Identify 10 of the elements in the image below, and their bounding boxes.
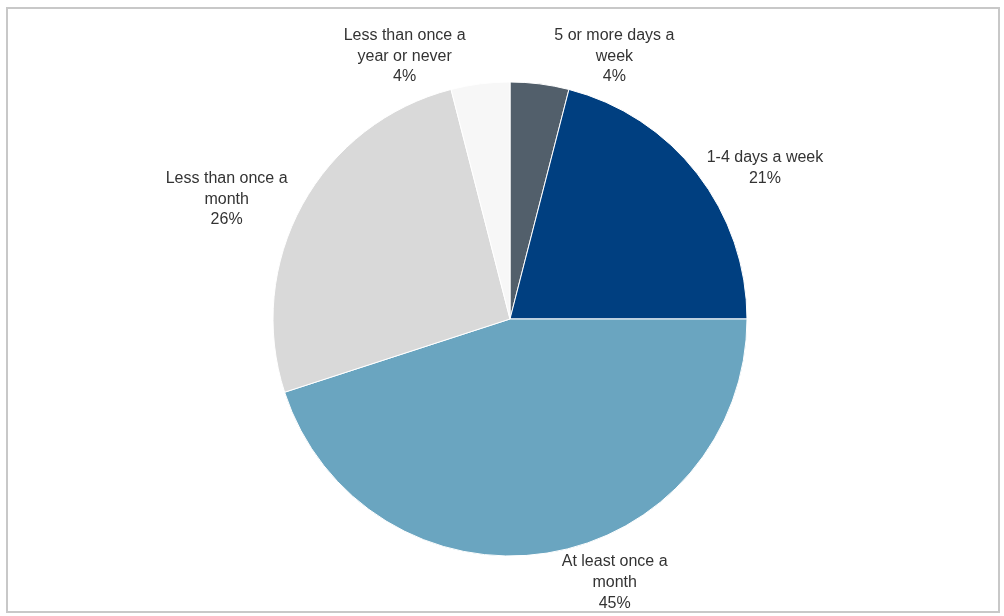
data-label: 21%	[748, 168, 781, 186]
slice-label: Less than once a month	[165, 168, 288, 207]
data-label: 45%	[598, 593, 631, 611]
slice-label: 1-4 days a week	[706, 147, 825, 165]
data-label: 4%	[393, 67, 417, 85]
data-label: 4%	[602, 67, 626, 85]
slice-label: At least once a month	[561, 552, 668, 591]
slice-label: Less than once a year or never	[343, 25, 466, 64]
slice-label: 5 or more days a week	[554, 25, 675, 64]
data-label: 26%	[210, 210, 243, 228]
